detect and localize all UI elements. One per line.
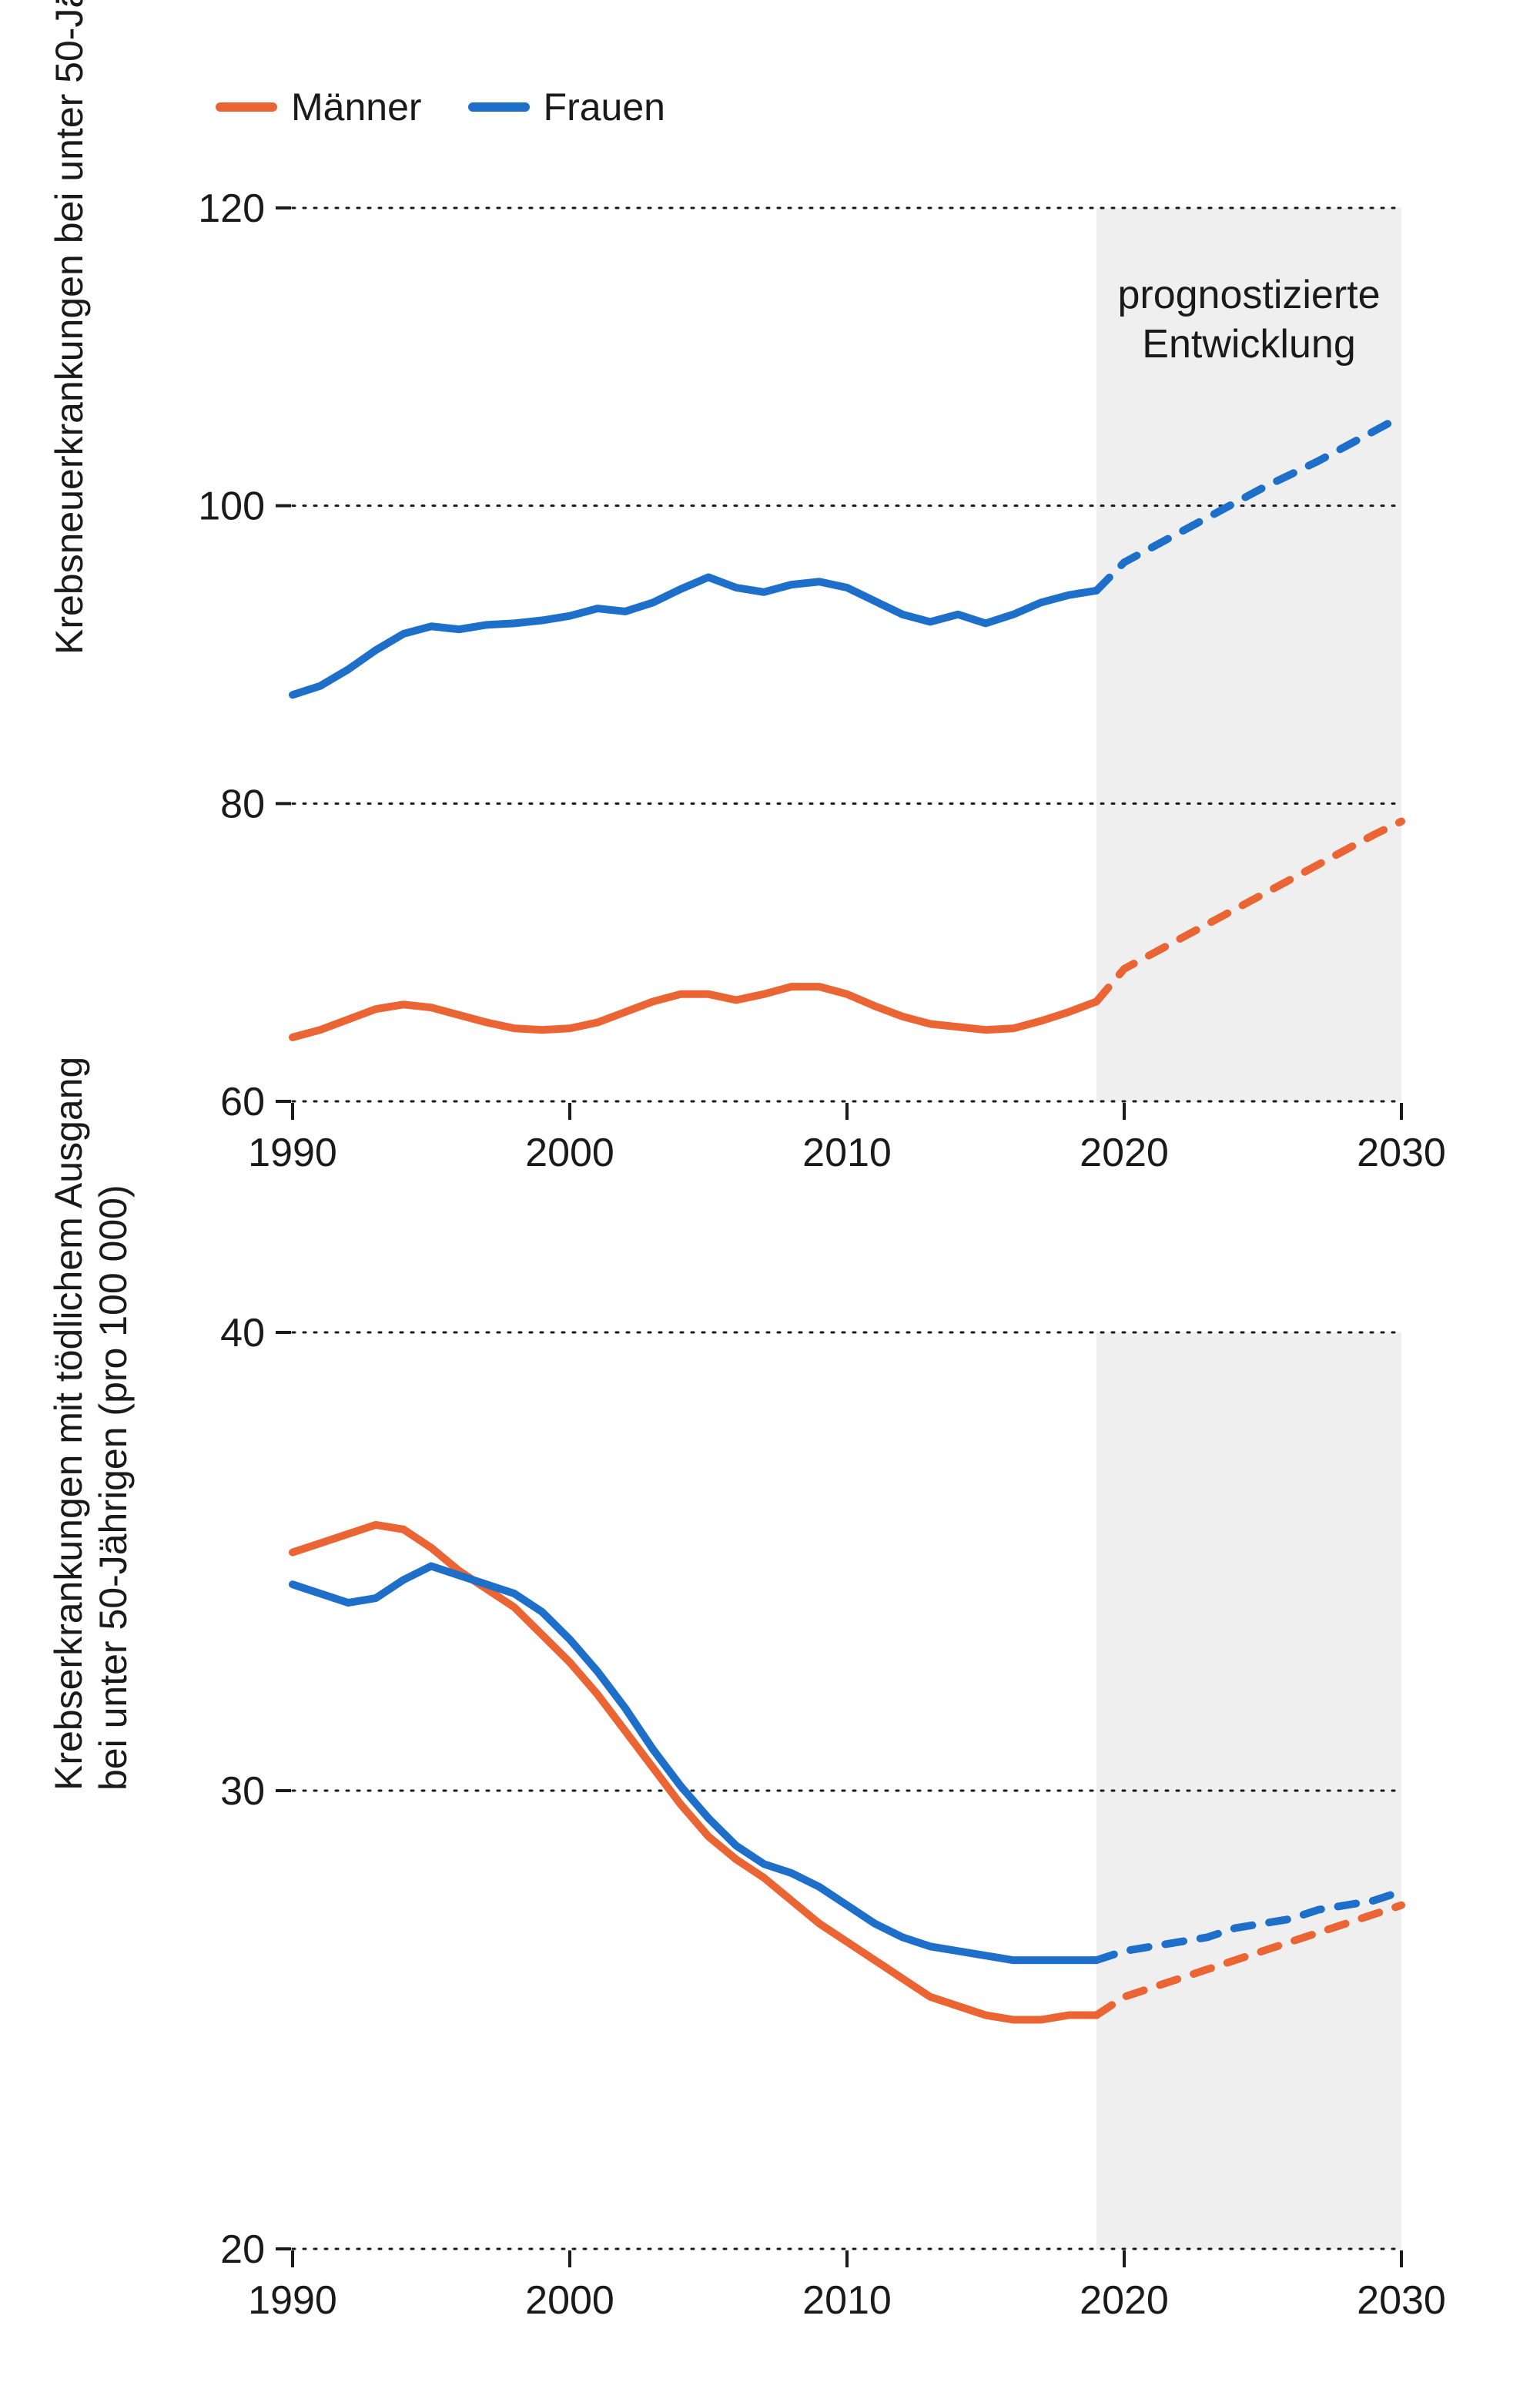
xtick-label: 2000 [525,2278,614,2323]
page: Männer Frauen Krebsneuerkrankungen bei u… [0,0,1540,2406]
charts-svg: 608010012019902000201020202030prognostiz… [0,0,1540,2406]
series-frauen-solid [293,577,1096,695]
xtick-label: 2020 [1080,1131,1169,1175]
xtick-label: 2020 [1080,2278,1169,2323]
ytick-label: 40 [220,1311,265,1355]
series-maenner-solid [293,987,1096,1037]
forecast-annotation-line2: Entwicklung [1142,322,1355,367]
xtick-label: 2000 [525,1131,614,1175]
xtick-label: 2010 [802,1131,892,1175]
series-maenner-solid [293,1525,1096,2020]
ytick-label: 120 [198,186,265,231]
xtick-label: 2030 [1357,1131,1446,1175]
xtick-label: 2010 [802,2278,892,2323]
xtick-label: 1990 [248,1131,337,1175]
ytick-label: 100 [198,484,265,529]
xtick-label: 2030 [1357,2278,1446,2323]
series-frauen-solid [293,1566,1096,1960]
xtick-label: 1990 [248,2278,337,2323]
ytick-label: 20 [220,2227,265,2272]
ytick-label: 60 [220,1080,265,1124]
ytick-label: 80 [220,782,265,826]
forecast-annotation-line1: prognostizierte [1117,273,1380,317]
forecast-band [1096,1332,1401,2249]
ytick-label: 30 [220,1769,265,1814]
